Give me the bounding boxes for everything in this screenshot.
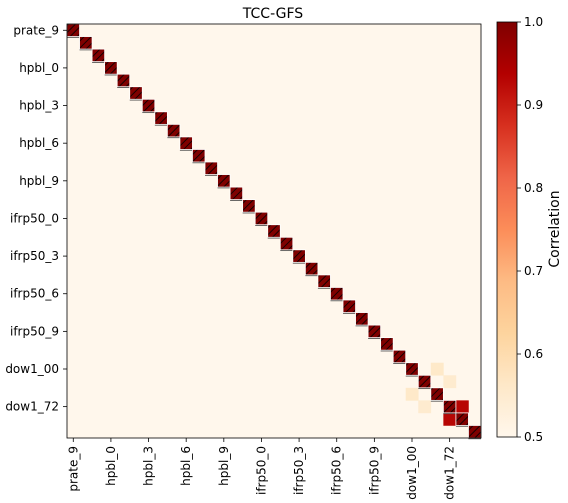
heatmap-diagonal-cell xyxy=(66,23,80,37)
x-tick-label: hpbl_9 xyxy=(217,446,231,486)
heatmap-cell xyxy=(418,400,432,414)
heatmap-plot-area xyxy=(66,23,482,440)
x-tick-label: dow1_72 xyxy=(443,446,457,500)
heatmap-diagonal-cell xyxy=(166,123,181,138)
y-tick-label: ifrp50_6 xyxy=(10,287,59,301)
colorbar-gradient xyxy=(496,21,518,438)
y-tick-label: hpbl_9 xyxy=(19,174,59,188)
colorbar-tick-label: 0.9 xyxy=(524,98,543,112)
y-tick-label: dow1_72 xyxy=(5,400,59,414)
heatmap-diagonal-cell xyxy=(367,324,382,339)
x-axis-ticks: prate_9 hpbl_0 hpbl_3 hpbl_6 hpbl_9 ifrp50_0 i… xyxy=(66,438,457,500)
x-tick-label: ifrp50_9 xyxy=(367,446,381,495)
heatmap-diagonal-cell xyxy=(242,199,256,213)
heatmap-diagonal-cell xyxy=(342,299,356,313)
x-tick-label: hpbl_3 xyxy=(142,446,156,486)
heatmap-diagonal-cell xyxy=(129,86,143,100)
heatmap-diagonal-cell xyxy=(468,425,482,439)
colorbar-ticks: 0.5 0.6 0.7 0.8 0.9 1.0 xyxy=(517,15,543,444)
colorbar-label: Correlation xyxy=(547,190,563,267)
heatmap-diagonal-cell xyxy=(229,186,244,201)
y-tick-label: hpbl_0 xyxy=(19,61,59,75)
y-tick-label: hpbl_3 xyxy=(19,99,59,113)
y-tick-label: ifrp50_0 xyxy=(10,211,59,225)
y-tick-label: dow1_00 xyxy=(5,362,59,376)
heatmap-diagonal-cell xyxy=(317,274,331,288)
colorbar-tick-label: 0.7 xyxy=(524,264,543,278)
heatmap-diagonal-cell xyxy=(292,249,306,263)
heatmap-diagonal-cell xyxy=(279,236,294,251)
y-tick-label: prate_9 xyxy=(13,23,59,37)
heatmap-cell xyxy=(430,362,444,376)
colorbar-tick-label: 0.8 xyxy=(524,181,543,195)
colorbar xyxy=(496,21,518,438)
y-tick-label: ifrp50_3 xyxy=(10,249,59,263)
x-tick-label: dow1_00 xyxy=(405,446,419,500)
x-tick-label: ifrp50_3 xyxy=(292,446,306,495)
heatmap-cell xyxy=(443,375,457,389)
heatmap-cell xyxy=(405,387,419,401)
x-tick-label: ifrp50_0 xyxy=(254,446,268,495)
heatmap-diagonal-cell xyxy=(192,149,206,163)
x-tick-label: hpbl_6 xyxy=(179,446,193,486)
y-tick-label: hpbl_6 xyxy=(19,136,59,150)
heatmap-diagonal-cell xyxy=(204,161,218,175)
heatmap-diagonal-cell xyxy=(254,211,269,226)
heatmap-diagonal-cell xyxy=(217,174,231,188)
heatmap-diagonal-cell xyxy=(442,399,457,414)
heatmap-diagonal-cell xyxy=(104,61,118,75)
heatmap-diagonal-cell xyxy=(267,224,281,238)
x-tick-label: prate_9 xyxy=(66,446,80,492)
chart-title: TCC-GFS xyxy=(242,6,304,22)
colorbar-tick-label: 0.6 xyxy=(524,347,543,361)
heatmap-diagonal-cell xyxy=(179,136,193,150)
heatmap-diagonal-cell xyxy=(154,111,168,125)
heatmap-diagonal-cell xyxy=(392,349,407,364)
heatmap-diagonal-cell xyxy=(141,98,156,113)
heatmap-diagonal-cell xyxy=(430,387,444,401)
heatmap-diagonal-cell xyxy=(455,412,469,426)
heatmap-diagonal-cell xyxy=(330,287,344,301)
heatmap-diagonal-cell xyxy=(304,261,319,276)
heatmap-diagonal-cell xyxy=(380,337,394,351)
y-tick-label: ifrp50_9 xyxy=(10,324,59,338)
heatmap-cell xyxy=(455,400,469,414)
heatmap-diagonal-cell xyxy=(405,362,419,376)
colorbar-tick-label: 1.0 xyxy=(524,15,543,29)
x-tick-label: hpbl_0 xyxy=(104,446,118,486)
heatmap-cell xyxy=(443,412,457,426)
plot-frame xyxy=(66,23,482,439)
heatmap-diagonal-cell xyxy=(355,312,369,326)
heatmap-diagonal-cell xyxy=(91,48,106,63)
heatmap-diagonal-cell xyxy=(79,36,93,50)
x-tick-label: ifrp50_6 xyxy=(330,446,344,495)
heatmap-diagonal-cell xyxy=(417,374,432,389)
colorbar-tick-label: 0.5 xyxy=(524,430,543,444)
y-axis-ticks: prate_9 hpbl_0 hpbl_3 hpbl_6 hpbl_9 ifrp50_0i… xyxy=(5,23,67,414)
heatmap-diagonal-cell xyxy=(116,73,131,88)
